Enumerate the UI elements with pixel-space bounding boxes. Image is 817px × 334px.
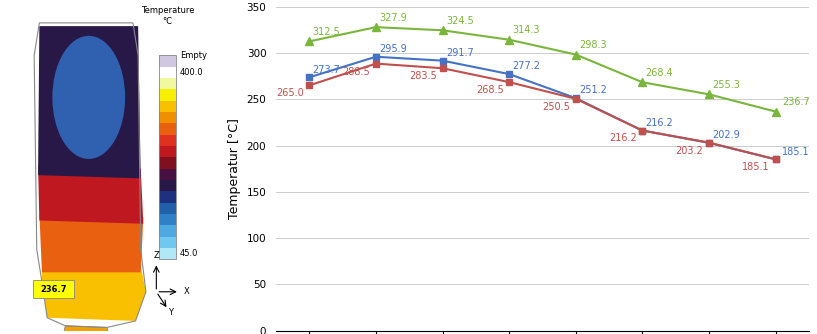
Text: 291.7: 291.7	[446, 48, 474, 58]
Bar	[159, 191, 176, 203]
Text: 250.5: 250.5	[542, 102, 570, 112]
Bar	[159, 100, 176, 112]
Text: 298.3: 298.3	[579, 40, 607, 50]
Y-axis label: Temperatur [°C]: Temperatur [°C]	[228, 118, 241, 219]
Text: 283.5: 283.5	[409, 71, 437, 81]
Bar	[159, 247, 176, 260]
Bar	[159, 123, 176, 135]
Bar	[159, 55, 176, 66]
Bar	[159, 111, 176, 123]
Bar	[159, 179, 176, 191]
Bar	[159, 202, 176, 214]
Text: 288.5: 288.5	[342, 66, 370, 76]
Text: 203.2: 203.2	[676, 146, 703, 156]
Polygon shape	[60, 326, 112, 334]
Bar	[159, 225, 176, 237]
Text: 273.7: 273.7	[313, 64, 341, 74]
Text: Z: Z	[154, 251, 159, 260]
Polygon shape	[38, 165, 143, 224]
Bar	[159, 236, 176, 248]
Text: 268.4: 268.4	[645, 67, 673, 77]
Bar	[159, 134, 176, 146]
Text: 202.9: 202.9	[712, 130, 740, 140]
Polygon shape	[38, 26, 141, 178]
Text: 255.3: 255.3	[712, 80, 740, 90]
Text: 265.0: 265.0	[276, 88, 304, 98]
Text: 251.2: 251.2	[579, 86, 607, 96]
Text: 268.5: 268.5	[475, 85, 503, 95]
Text: 312.5: 312.5	[313, 27, 341, 37]
Polygon shape	[42, 260, 146, 321]
Text: 216.2: 216.2	[609, 134, 636, 144]
Text: 216.2: 216.2	[645, 118, 673, 128]
Bar	[159, 145, 176, 157]
Text: Y: Y	[168, 308, 173, 317]
Bar	[159, 77, 176, 89]
Text: 295.9: 295.9	[379, 44, 407, 54]
Bar	[159, 55, 176, 260]
Text: Empty: Empty	[180, 51, 207, 60]
Bar	[159, 66, 176, 78]
FancyBboxPatch shape	[33, 281, 74, 298]
Text: 324.5: 324.5	[446, 16, 474, 26]
Text: 45.0: 45.0	[180, 249, 198, 258]
Text: 236.7: 236.7	[782, 97, 810, 107]
Ellipse shape	[52, 36, 125, 159]
Text: 236.7: 236.7	[40, 285, 67, 294]
Bar	[159, 89, 176, 101]
Text: 400.0: 400.0	[180, 68, 203, 77]
Text: 314.3: 314.3	[512, 25, 540, 35]
Bar	[159, 213, 176, 225]
Text: 185.1: 185.1	[742, 162, 770, 172]
Bar	[159, 168, 176, 180]
Text: Temperature
°C: Temperature °C	[141, 6, 194, 26]
Text: 185.1: 185.1	[782, 147, 810, 157]
Text: 327.9: 327.9	[379, 12, 407, 22]
Polygon shape	[39, 214, 143, 272]
Bar	[159, 157, 176, 169]
Text: X: X	[184, 287, 190, 296]
Text: 277.2: 277.2	[512, 61, 541, 71]
